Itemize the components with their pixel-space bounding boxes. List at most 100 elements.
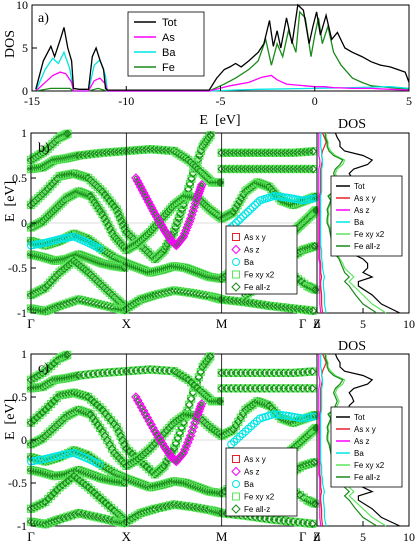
- band-point-fe-all-z: [307, 519, 317, 529]
- band-point-fe-all-z: [198, 484, 207, 494]
- band-point-fe-all-z: [141, 481, 150, 490]
- band-point-ba: [250, 200, 260, 210]
- band-point-fe-all-z: [303, 384, 312, 393]
- band-point-fe-all-z: [183, 479, 193, 489]
- band-point-fe-all-z: [306, 458, 316, 468]
- band-point-ba: [236, 214, 245, 223]
- band-point-fe-all-z: [126, 476, 136, 485]
- band-point-fe-all-z: [138, 480, 148, 490]
- band-point-fe-all-z: [62, 262, 72, 271]
- x-tick-label: -15: [24, 94, 40, 108]
- band-point-fe-all-z: [88, 272, 98, 282]
- band-point-ba: [292, 413, 302, 422]
- band-point-fe-all-z: [307, 367, 317, 376]
- band-point-fe-xy: [293, 384, 303, 393]
- panel-c-dos-legend-box: [330, 406, 403, 488]
- band-point-fe-all-z: [255, 397, 265, 407]
- band-point-fe-all-z: [279, 368, 288, 378]
- band-point-fe-all-z: [83, 469, 93, 478]
- band-point-fe-xy: [250, 368, 260, 378]
- band-point-fe-all-z: [91, 416, 100, 426]
- band-point-fe-xy: [148, 441, 157, 451]
- y-tick-label: -0.5: [8, 476, 27, 490]
- band-point-fe-all-z: [129, 476, 138, 486]
- band-point-fe-all-z: [241, 384, 250, 393]
- band-point-ba: [310, 194, 319, 203]
- kpoint-label: Γ: [299, 316, 307, 331]
- band-point-fe-all-z: [206, 130, 215, 140]
- band-point-ba: [248, 203, 257, 212]
- band-point-fe-all-z: [236, 368, 246, 378]
- band-point-fe-xy: [115, 453, 124, 463]
- band-point-fe-all-z: [253, 396, 262, 406]
- band-point-fe-all-z: [54, 201, 64, 210]
- band-point-fe-all-z: [40, 469, 50, 478]
- panel-c-band-legend-box: [225, 447, 298, 517]
- kpoint-label: M: [216, 316, 228, 331]
- band-point-fe-xy: [227, 384, 236, 393]
- band-point-fe-all-z: [160, 479, 169, 489]
- kpoint-label: Z: [313, 529, 321, 544]
- band-point-ba: [32, 456, 41, 465]
- band-point-as-z: [181, 225, 191, 236]
- legend-label: As x y: [354, 194, 376, 203]
- band-point-fe-all-z: [200, 485, 210, 495]
- legend-marker: [232, 258, 240, 266]
- band-point-ba: [241, 209, 250, 219]
- band-point-fe-all-z: [50, 205, 60, 214]
- band-point-ba: [304, 413, 313, 422]
- band-point-fe-all-z: [288, 384, 298, 393]
- band-point-fe-all-z: [198, 401, 205, 407]
- band-point-ba: [29, 456, 38, 466]
- band-point-fe-all-z: [188, 481, 198, 490]
- band-point-fe-xy: [93, 182, 102, 192]
- band-point-fe-xy: [165, 423, 174, 433]
- band-point-ba: [247, 422, 256, 431]
- x-tick-label: -10: [118, 94, 134, 108]
- band-point-fe-all-z: [36, 435, 45, 444]
- band-point-ba: [290, 412, 299, 422]
- band-point-fe-all-z: [93, 420, 103, 429]
- band-point-fe-all-z: [162, 426, 172, 435]
- band-point-ba: [281, 411, 290, 420]
- band-point-fe-xy: [41, 187, 50, 196]
- y-tick-label: 5: [22, 41, 28, 55]
- band-point-fe-all-z: [195, 483, 205, 493]
- band-point-fe-all-z: [93, 277, 103, 286]
- band-point-fe-xy: [274, 368, 283, 378]
- panel-b-dos-curves: [318, 132, 401, 314]
- band-point-fe-all-z: [40, 497, 50, 507]
- panel-a-ticks: -15 -10 -5 0 5 0 5 10: [16, 0, 412, 108]
- legend-marker: [232, 233, 240, 241]
- band-point-fe-all-z: [50, 176, 60, 186]
- band-point-fe-all-z: [264, 368, 274, 378]
- band-point-fe-xy: [246, 368, 255, 378]
- band-point-fe-all-z: [55, 268, 64, 277]
- band-point-fe-all-z: [74, 465, 84, 475]
- band-point-fe-all-z: [95, 279, 105, 289]
- band-point-fe-all-z: [279, 384, 288, 393]
- band-point-fe-xy: [162, 426, 171, 435]
- series-line-tot: [35, 3, 410, 91]
- series-line-as: [35, 71, 410, 92]
- y-tick-label: 0.5: [12, 171, 27, 185]
- band-point-fe-all-z: [184, 400, 194, 410]
- band-point-fe-all-z: [38, 468, 48, 478]
- legend-label: Ba: [244, 480, 254, 489]
- band-point-fe-all-z: [126, 232, 136, 241]
- legend-label: Fe all-z: [244, 505, 270, 514]
- kpoint-label: Γ: [27, 316, 35, 331]
- legend-marker: [232, 492, 240, 501]
- band-point-fe-all-z: [95, 423, 105, 433]
- panel-c-band-legend: As x y As z Ba Fe xy x2 Fe all-z: [225, 447, 298, 517]
- band-point-fe-all-z: [160, 428, 169, 438]
- band-point-fe-all-z: [86, 470, 95, 479]
- band-point-as-z: [187, 426, 197, 437]
- band-point-ba: [235, 432, 244, 441]
- dos-x-tick-label: 10: [403, 530, 415, 544]
- legend-marker: [231, 504, 241, 514]
- band-point-as-z: [184, 216, 195, 227]
- band-point-fe-all-z: [62, 350, 72, 360]
- band-point-fe-all-z: [38, 284, 48, 294]
- band-point-fe-all-z: [229, 207, 238, 217]
